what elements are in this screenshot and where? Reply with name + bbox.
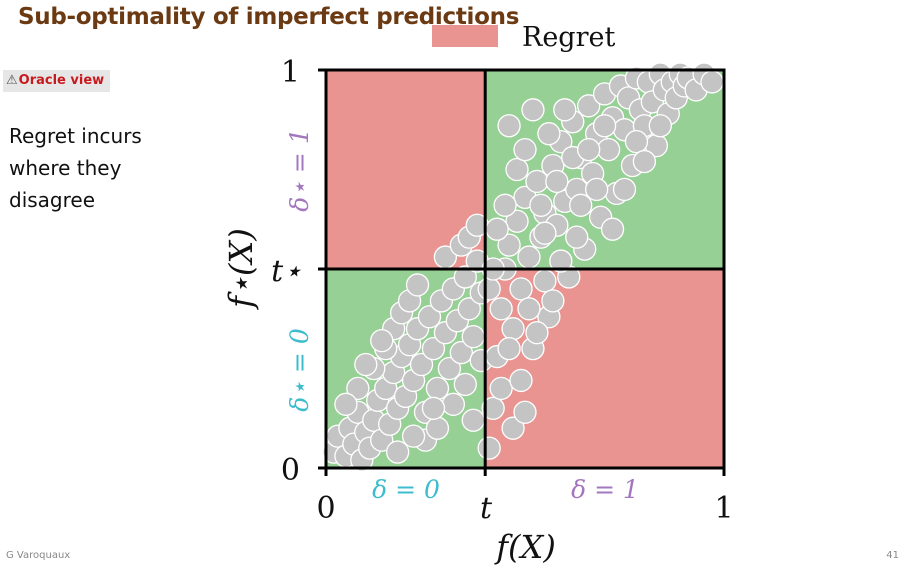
scatter-point-61	[481, 396, 505, 420]
scatter-point-139	[493, 193, 517, 217]
scatter-point-127	[600, 217, 625, 241]
scatter-point-134	[541, 289, 565, 313]
scatter-point-90	[596, 137, 621, 162]
scatter-point-28	[437, 356, 462, 381]
scatter-point-21	[409, 352, 434, 377]
scatter-point-32	[453, 265, 477, 289]
y-region-label-delta-star-0: δ⋆ = 0	[285, 328, 314, 412]
legend-label-regret: Regret	[522, 22, 615, 53]
x-tick-label-1: 1	[714, 491, 733, 526]
scatter-point-142	[533, 221, 557, 245]
warning-triangle-icon: ⚠	[6, 73, 18, 88]
scatter-point-56	[385, 440, 410, 464]
x-tick-label-t: t	[480, 491, 493, 526]
scatter-point-145	[624, 129, 649, 154]
scatter-point-133	[533, 269, 557, 293]
scatter-point-137	[513, 400, 537, 424]
x-region-label-delta-0: δ = 0	[372, 475, 440, 504]
points-layer	[322, 62, 724, 472]
x-tick-label-0: 0	[316, 491, 335, 526]
scatter-point-123	[569, 193, 593, 217]
scatter-point-120	[545, 169, 569, 194]
scatter-point-125	[584, 177, 609, 202]
scatter-point-121	[553, 98, 577, 122]
scatter-point-54	[461, 408, 485, 432]
y-axis-title: f⋆(X)	[222, 228, 260, 310]
scatter-point-66	[501, 317, 525, 341]
scatter-point-118	[529, 193, 553, 217]
scatter-point-34	[461, 325, 485, 349]
side-note: Regret incurs where they disagree	[9, 124, 142, 212]
scatter-point-119	[537, 122, 561, 146]
scatter-point-146	[632, 149, 657, 174]
scatter-point-23	[417, 305, 442, 329]
scatter-point-31	[449, 340, 473, 365]
scatter-point-57	[401, 424, 426, 448]
x-region-label-delta-1: δ = 1	[571, 475, 639, 504]
scatter-point-53	[453, 372, 477, 397]
scatter-point-116	[513, 137, 537, 162]
oracle-view-badge: ⚠ Oracle view	[3, 70, 111, 92]
y-tick-label-t-star: t⋆	[271, 254, 302, 289]
page-number: 41	[886, 550, 899, 561]
y-region-label-delta-star-1: δ⋆ = 1	[285, 128, 314, 211]
scatter-point-130	[509, 368, 533, 393]
scatter-point-115	[505, 157, 529, 182]
scatter-point-58	[334, 392, 358, 416]
scatter-point-41	[405, 273, 430, 297]
legend-swatch-regret	[432, 25, 498, 47]
y-tick-label-0: 0	[281, 453, 300, 488]
scatter-point-131	[517, 297, 541, 321]
scatter-point-68	[509, 277, 533, 301]
scatter-point-85	[577, 94, 601, 118]
scatter-point-114	[497, 114, 521, 138]
scatter-point-24	[421, 336, 446, 361]
scatter-point-128	[489, 376, 513, 401]
author-footer: G Varoquaux	[6, 550, 71, 561]
scatter-point-140	[477, 277, 501, 301]
x-axis-title: f(X)	[494, 528, 556, 566]
scatter-point-67	[505, 209, 529, 233]
scatter-point-136	[501, 416, 525, 440]
frame-layer	[318, 68, 726, 476]
scatter-point-138	[485, 217, 509, 241]
oracle-view-label: Oracle view	[18, 73, 105, 88]
scatter-point-135	[549, 249, 573, 273]
scatter-point-65	[497, 233, 521, 257]
scatter-point-124	[577, 137, 601, 162]
scatter-point-70	[517, 245, 541, 269]
scatter-point-143	[565, 225, 589, 249]
scatter-point-51	[425, 416, 450, 440]
scatter-point-59	[421, 396, 446, 420]
scatter-point-43	[370, 328, 394, 353]
scatter-point-129	[497, 336, 521, 361]
scatter-point-132	[525, 321, 549, 345]
scatter-point-44	[346, 376, 370, 401]
scatter-point-33	[457, 297, 481, 321]
y-tick-label-1: 1	[281, 55, 300, 90]
scatter-point-52	[441, 392, 466, 416]
scatter-point-147	[648, 114, 672, 138]
scatter-point-126	[592, 114, 617, 138]
scatter-point-45	[354, 352, 378, 377]
scatter-point-113	[700, 70, 724, 94]
scatter-point-60	[477, 436, 501, 460]
scatter-point-117	[521, 98, 545, 122]
scatter-point-63	[489, 297, 513, 321]
scatter-point-144	[612, 177, 637, 202]
